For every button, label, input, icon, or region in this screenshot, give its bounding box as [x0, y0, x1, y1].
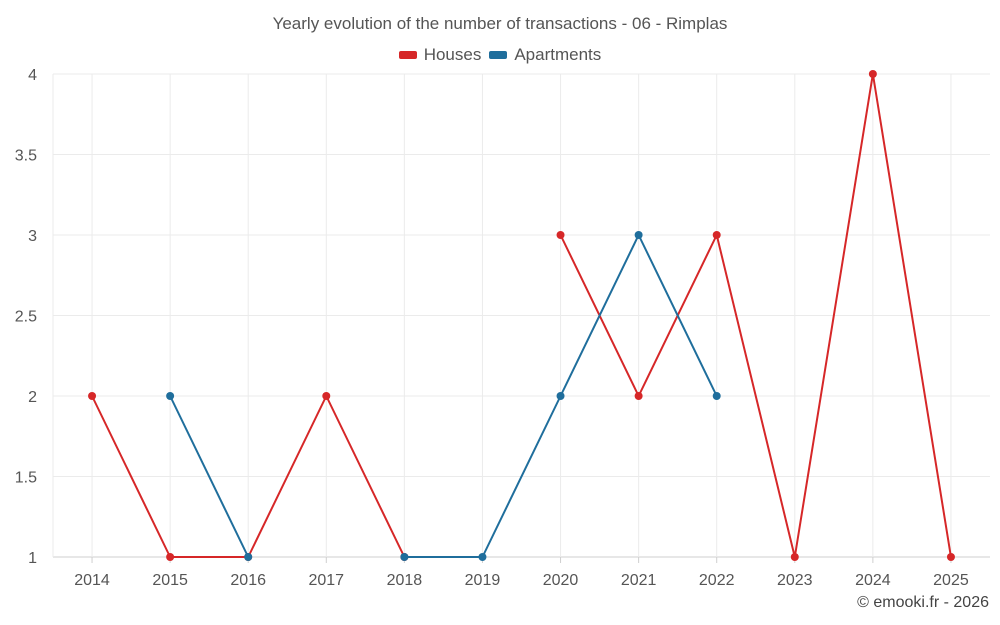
- data-point-houses[interactable]: [322, 392, 331, 400]
- x-tick-label: 2024: [855, 572, 891, 589]
- x-tick-label: 2016: [230, 572, 266, 589]
- x-tick-label: 2022: [699, 572, 735, 589]
- series-line-apartments: [169, 395, 250, 558]
- x-tick-label: 2020: [543, 572, 579, 589]
- grid-lines: [52, 73, 990, 558]
- data-point-apartments[interactable]: [244, 553, 253, 561]
- copyright-credit: © emooki.fr - 2026: [857, 594, 989, 611]
- legend-swatch-houses: [398, 51, 417, 59]
- data-point-houses[interactable]: [556, 231, 565, 239]
- data-point-houses[interactable]: [166, 553, 175, 561]
- y-tick-label: 2: [28, 389, 37, 406]
- y-tick-label: 1: [28, 550, 37, 567]
- data-point-apartments[interactable]: [556, 392, 565, 400]
- legend-swatch-apartments: [489, 51, 508, 59]
- data-point-apartments[interactable]: [478, 553, 487, 561]
- x-tick-label: 2017: [308, 572, 344, 589]
- y-tick-label: 3: [28, 228, 37, 245]
- x-tick-label: 2014: [74, 572, 110, 589]
- data-point-apartments[interactable]: [400, 553, 409, 561]
- chart-title: Yearly evolution of the number of transa…: [272, 14, 728, 33]
- legend-label-houses: Houses: [423, 45, 482, 64]
- x-tick-label: 2021: [621, 572, 657, 589]
- x-tick-label: 2025: [933, 572, 969, 589]
- data-point-apartments[interactable]: [712, 392, 721, 400]
- chart-legend: Houses Apartments: [0, 45, 1000, 65]
- series-line-houses: [559, 73, 952, 558]
- data-point-houses[interactable]: [946, 553, 955, 561]
- y-tick-label: 3.5: [15, 148, 37, 165]
- x-tick-label: 2023: [777, 572, 813, 589]
- y-tick-label: 1.5: [15, 470, 37, 487]
- data-point-houses[interactable]: [712, 231, 721, 239]
- x-tick-label: 2018: [387, 572, 423, 589]
- data-point-houses[interactable]: [634, 392, 643, 400]
- data-point-houses[interactable]: [868, 70, 877, 78]
- legend-label-apartments: Apartments: [514, 45, 602, 64]
- series-lines: [88, 70, 955, 561]
- data-point-houses[interactable]: [790, 553, 799, 561]
- x-tick-label: 2019: [465, 572, 501, 589]
- axes: 1 1.5 2 2.5 3 3.5 4 2014 2015 2016 2017 2018 2019 202…: [15, 67, 969, 589]
- data-point-houses[interactable]: [88, 392, 97, 400]
- data-point-apartments[interactable]: [634, 231, 643, 239]
- y-tick-label: 2.5: [15, 309, 37, 326]
- y-tick-label: 4: [28, 67, 37, 84]
- legend-item-houses[interactable]: Houses: [398, 45, 482, 65]
- x-tick-label: 2015: [152, 572, 188, 589]
- data-point-apartments[interactable]: [166, 392, 175, 400]
- legend-item-apartments[interactable]: Apartments: [489, 45, 601, 65]
